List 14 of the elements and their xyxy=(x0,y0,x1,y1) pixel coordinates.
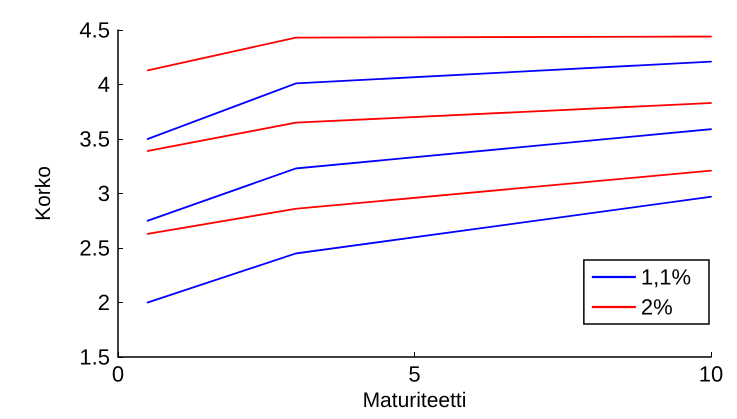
x-tick-label: 0 xyxy=(112,362,124,386)
y-axis-title: Korko xyxy=(32,166,55,221)
y-tick-label: 4 xyxy=(98,72,110,97)
x-axis-title: Maturiteetti xyxy=(362,388,466,412)
y-tick-label: 2 xyxy=(98,290,110,315)
y-tick-label: 3.5 xyxy=(79,126,110,152)
y-tick-label: 1.5 xyxy=(79,344,110,370)
y-tick-label: 4.5 xyxy=(79,18,110,42)
legend-label: 1,1% xyxy=(640,264,692,290)
y-tick-label: 2.5 xyxy=(79,236,110,260)
y-tick-label: 3 xyxy=(98,181,110,206)
legend-label: 2% xyxy=(640,294,673,320)
x-tick-label: 10 xyxy=(698,362,724,386)
x-tick-label: 5 xyxy=(408,362,421,386)
